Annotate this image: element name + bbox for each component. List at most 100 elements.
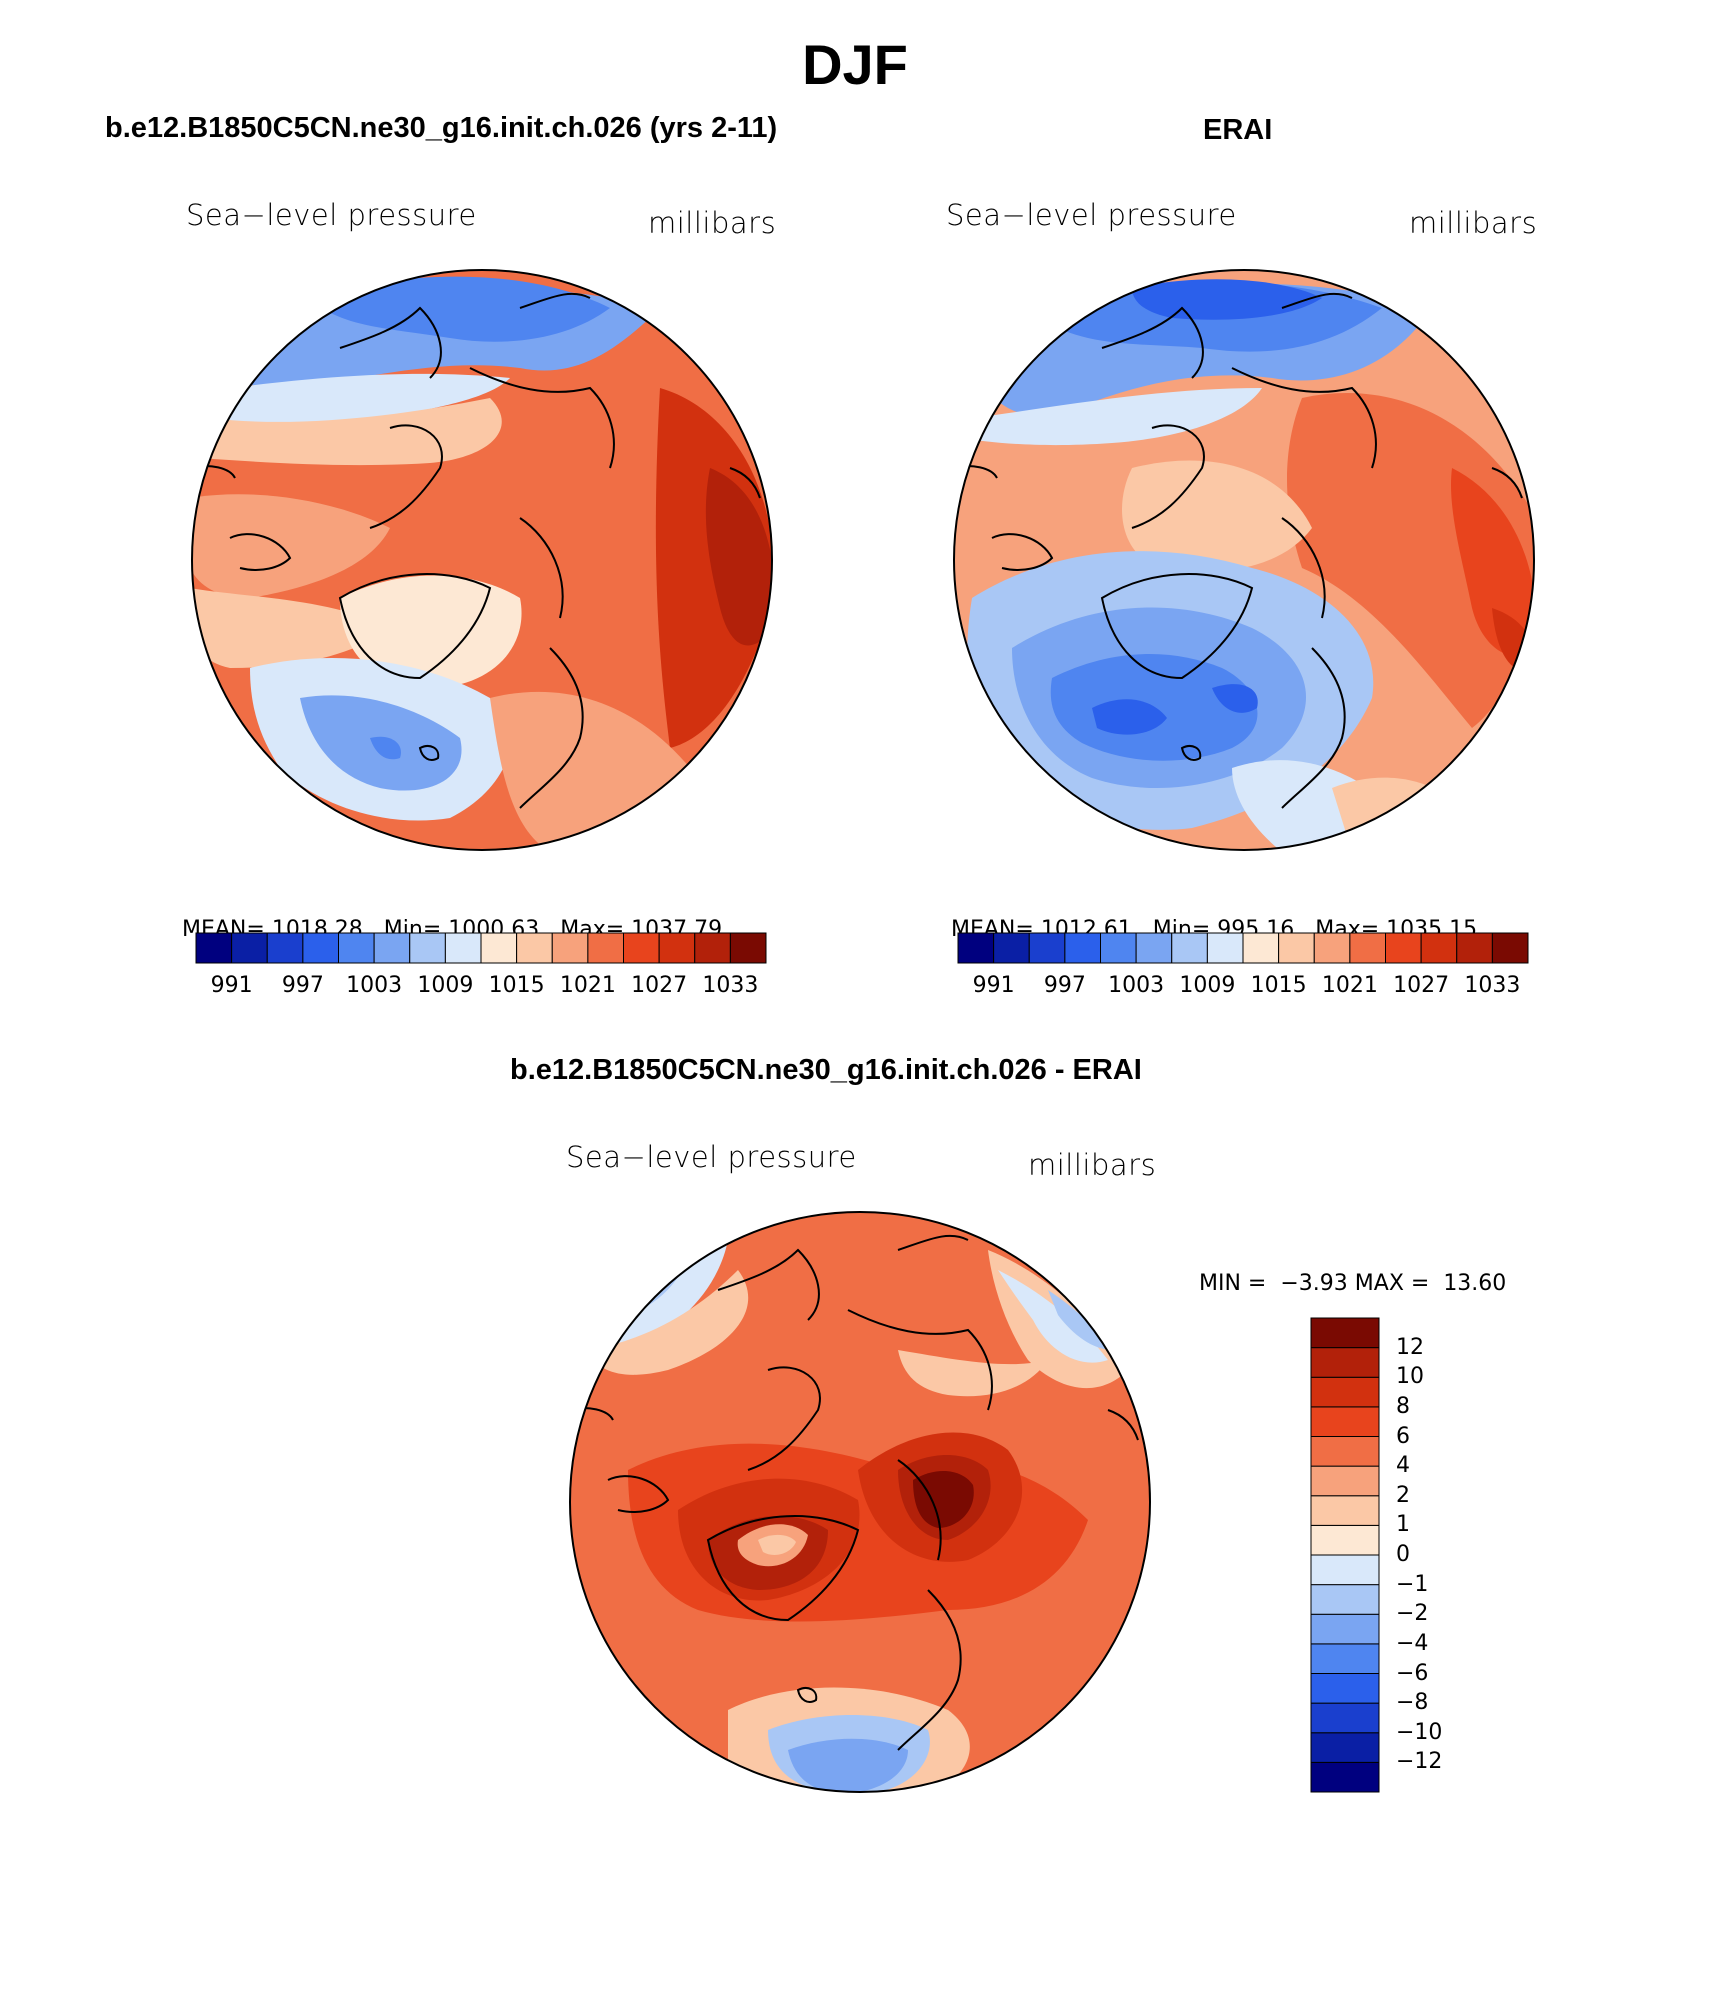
panel-model-colorbar-swatch: [266, 932, 304, 964]
panel-diff-max-label: MAX =: [1354, 1271, 1430, 1296]
panel-obs-colorbar-swatch: [1349, 932, 1386, 964]
panel-model-colorbar-swatch: [231, 932, 268, 964]
panel-diff-colorbar-swatch: [1310, 1406, 1380, 1437]
panel-diff-colorbar-tick-label: 8: [1396, 1393, 1410, 1419]
panel-model-colorbar-tick-label: 997: [281, 973, 324, 998]
panel-obs-colorbar-tick-label: 997: [1043, 973, 1086, 998]
panel-obs-colorbar-swatch: [1313, 932, 1351, 964]
panel-obs-units-label: millibars: [1409, 206, 1538, 240]
panel-model-colorbar-tick-label: 991: [210, 973, 253, 998]
panel-model-colorbar-swatch: [338, 932, 375, 964]
panel-model-colorbar-tick-label: 1027: [631, 973, 688, 998]
panel-obs-colorbar-tick-label: 1015: [1250, 973, 1307, 998]
panel-diff-colorbar-swatch: [1310, 1436, 1380, 1467]
panel-diff-colorbar-tick-label: −6: [1396, 1660, 1429, 1686]
panel-obs-colorbar-swatch: [1171, 932, 1208, 964]
panel-diff-stats: MIN = −3.93 MAX = 13.60: [1185, 1246, 1506, 1296]
panel-diff-colorbar-swatch: [1310, 1465, 1380, 1497]
panel-diff-colorbar-swatch: [1310, 1673, 1380, 1704]
panel-model-colorbar-swatch: [516, 932, 553, 964]
panel-diff-colorbar-tick-label: −1: [1396, 1571, 1429, 1597]
panel-obs-colorbar-swatch: [1028, 932, 1066, 964]
panel-model-colorbar-swatch: [444, 932, 482, 964]
panel-diff-min-value: −3.93: [1280, 1271, 1348, 1296]
panel-diff-colorbar-tick-label: 10: [1396, 1364, 1424, 1390]
panel-diff-colorbar-swatch: [1310, 1702, 1380, 1734]
panel-diff-colorbar-tick-label: −4: [1396, 1630, 1429, 1656]
panel-obs-colorbar-swatch: [1278, 932, 1315, 964]
panel-obs-colorbar-tick-label: 1027: [1393, 973, 1450, 998]
panel-model-colorbar-swatch: [658, 932, 696, 964]
panel-model-colorbar-swatch: [195, 932, 233, 964]
panel-diff-colorbar-tick-label: 2: [1396, 1482, 1410, 1508]
panel-diff-colorbar-tick-label: 0: [1396, 1542, 1410, 1567]
panel-diff-min-label: MIN =: [1199, 1271, 1267, 1296]
panel-diff-colorbar-swatch: [1310, 1376, 1380, 1408]
panel-model-colorbar-swatch: [302, 932, 339, 964]
panel-diff-title: b.e12.B1850C5CN.ne30_g16.init.ch.026 - E…: [510, 1054, 1142, 1086]
panel-model-map: [191, 269, 773, 851]
panel-model-colorbar: [195, 932, 767, 964]
panel-diff-colorbar-tick-label: −10: [1396, 1719, 1443, 1745]
panel-obs-colorbar-tick-label: 1033: [1464, 973, 1521, 998]
panel-diff-colorbar-tick-label: 4: [1396, 1453, 1410, 1479]
panel-diff-max-value: 13.60: [1443, 1271, 1507, 1296]
panel-model-title: b.e12.B1850C5CN.ne30_g16.init.ch.026 (yr…: [105, 112, 778, 144]
panel-obs-colorbar-swatch: [957, 932, 995, 964]
panel-model-colorbar-swatch: [729, 932, 767, 964]
panel-model-colorbar-swatch: [694, 932, 731, 964]
panel-model-colorbar-swatch: [587, 932, 624, 964]
panel-obs-colorbar-swatch: [1242, 932, 1280, 964]
panel-diff-colorbar-swatch: [1310, 1495, 1380, 1526]
panel-model-colorbar-swatch: [623, 932, 660, 964]
panel-obs-colorbar-swatch: [1064, 932, 1101, 964]
panel-obs-colorbar-tick-label: 1009: [1179, 973, 1236, 998]
panel-diff-colorbar-swatch: [1310, 1643, 1380, 1674]
panel-diff-colorbar-swatch: [1310, 1524, 1380, 1556]
panel-obs-colorbar-tick-label: 1003: [1108, 973, 1165, 998]
panel-diff-colorbar-swatch: [1310, 1554, 1380, 1586]
panel-obs-colorbar-swatch: [1491, 932, 1529, 964]
panel-diff-colorbar-tick-label: −2: [1396, 1601, 1429, 1627]
panel-obs-title: ERAI: [1203, 114, 1273, 146]
panel-obs-variable-label: Sea−level pressure: [946, 198, 1237, 232]
panel-model-variable-label: Sea−level pressure: [186, 198, 477, 232]
panel-diff-units-label: millibars: [1028, 1148, 1157, 1182]
panel-obs-map: [953, 269, 1535, 851]
panel-obs-colorbar-swatch: [993, 932, 1030, 964]
panel-model-colorbar-tick-label: 1009: [417, 973, 474, 998]
panel-diff-colorbar-tick-label: −12: [1396, 1749, 1443, 1775]
panel-model-colorbar-swatch: [551, 932, 589, 964]
panel-diff-variable-label: Sea−level pressure: [566, 1140, 857, 1174]
panel-diff-colorbar-ticks: −12 −10 −8 −6 −4 −2 −1 0 1 2 4 6 8 10 12: [1396, 1318, 1476, 1792]
panel-model-units-label: millibars: [648, 206, 777, 240]
panel-diff-colorbar-swatch: [1310, 1584, 1380, 1615]
panel-obs-colorbar-swatch: [1420, 932, 1458, 964]
panel-diff-map: [569, 1211, 1151, 1793]
panel-model-colorbar-tick-label: 1003: [346, 973, 403, 998]
panel-diff-colorbar: [1310, 1317, 1380, 1793]
panel-diff-colorbar-swatch: [1310, 1347, 1380, 1378]
panel-diff-colorbar-swatch: [1310, 1317, 1380, 1349]
panel-diff-colorbar-swatch: [1310, 1761, 1380, 1793]
panel-obs-colorbar-ticks: 991 997 1003 1009 1015 1021 1027 1033: [958, 973, 1528, 1003]
panel-diff-colorbar-tick-label: 12: [1396, 1334, 1424, 1360]
panel-obs-colorbar-swatch: [1206, 932, 1244, 964]
panel-obs-colorbar-swatch: [1100, 932, 1137, 964]
panel-model-colorbar-swatch: [480, 932, 518, 964]
panel-obs-colorbar-swatch: [1385, 932, 1422, 964]
panel-model-colorbar-tick-label: 1015: [488, 973, 545, 998]
panel-diff-colorbar-tick-label: 6: [1396, 1423, 1410, 1449]
panel-diff-colorbar-tick-label: −8: [1396, 1690, 1429, 1716]
panel-obs-colorbar-tick-label: 991: [972, 973, 1015, 998]
panel-model-colorbar-swatch: [409, 932, 446, 964]
panel-obs-colorbar-tick-label: 1021: [1321, 973, 1378, 998]
panel-model-colorbar-swatch: [373, 932, 411, 964]
panel-model-colorbar-tick-label: 1021: [559, 973, 616, 998]
figure-title: DJF: [802, 33, 908, 96]
panel-model-colorbar-ticks: 991 997 1003 1009 1015 1021 1027 1033: [196, 973, 766, 1003]
panel-diff-colorbar-tick-label: 1: [1396, 1512, 1410, 1538]
panel-obs-colorbar-swatch: [1135, 932, 1173, 964]
panel-diff-colorbar-swatch: [1310, 1732, 1380, 1763]
panel-diff-colorbar-swatch: [1310, 1613, 1380, 1645]
